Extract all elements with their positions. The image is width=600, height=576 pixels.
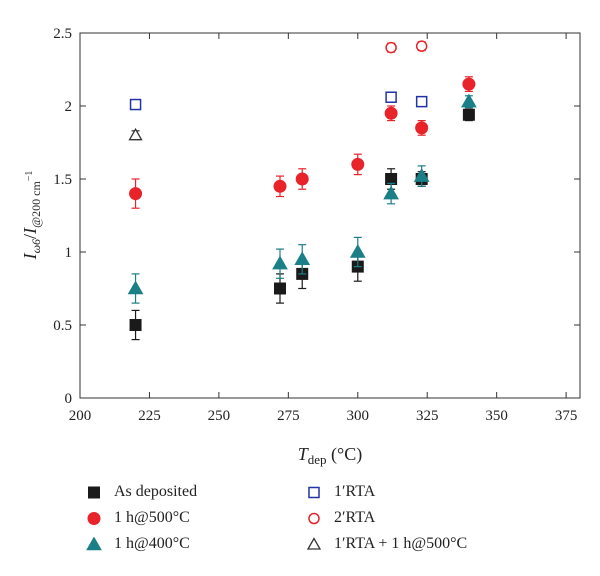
data-point (462, 77, 476, 91)
y-tick-label: 1.5 (53, 172, 72, 188)
legend-item: 1′RTA (304, 481, 375, 503)
plot-frame (79, 32, 581, 399)
x-axis-title: Tdep (°C) (298, 444, 363, 467)
series-0 (129, 108, 475, 341)
data-point (129, 98, 142, 111)
data-point (415, 121, 429, 135)
legend-label: 1 h@500°C (114, 509, 190, 526)
x-tick-label: 300 (347, 408, 370, 424)
legend-item: 2′RTA (304, 507, 375, 529)
legend-item: 1′RTA + 1 h@500°C (304, 533, 467, 555)
legend-label: 1 h@400°C (114, 535, 190, 552)
y-tick-label: 0 (65, 391, 73, 407)
legend-marker-shape (86, 537, 102, 551)
data-point (294, 251, 311, 266)
legend-item: 1 h@400°C (84, 533, 190, 555)
data-point (129, 319, 142, 331)
data-marks (127, 40, 477, 341)
data-point (415, 40, 428, 52)
data-point (273, 179, 287, 193)
x-tick-label: 275 (277, 408, 300, 424)
legend-label: 1′RTA (334, 483, 376, 500)
data-point (274, 282, 286, 295)
legend-marker-icon (84, 485, 104, 499)
legend-marker-shape (306, 537, 322, 550)
y-axis-ticks: 0 0.5 1 1.5 2 2.5 (53, 26, 580, 407)
data-point (129, 187, 143, 201)
x-tick-label: 225 (138, 408, 161, 424)
legend-label: 1′RTA + 1 h@500°C (334, 535, 468, 552)
series-4 (385, 40, 428, 54)
y-tick-label: 2 (65, 99, 73, 115)
legend-marker-icon (304, 511, 324, 525)
legend-marker-icon (304, 537, 324, 551)
y-axis-title: Iω6/I@200 cm−1 (20, 171, 43, 261)
data-point (462, 108, 475, 121)
y-tick-label: 0.5 (53, 318, 72, 334)
data-point (385, 41, 397, 54)
data-point (383, 185, 399, 200)
series-2 (127, 93, 477, 304)
y-axis-title-main-1: I (20, 252, 40, 260)
legend-item: 1 h@500°C (84, 507, 190, 529)
x-axis-ticks: 200 225 250 275 300 325 350 375 (69, 33, 578, 424)
x-axis-title-unit: (°C) (327, 444, 363, 465)
series-1 (129, 76, 476, 209)
x-tick-label: 350 (485, 408, 508, 424)
x-tick-label: 250 (208, 408, 231, 424)
series-3 (129, 91, 428, 111)
y-axis-title-main-2: I (20, 227, 40, 235)
y-axis-title-sub-2: @200 cm (29, 181, 43, 228)
legend-marker-shape (308, 512, 320, 525)
data-point (351, 157, 365, 171)
data-point (128, 127, 143, 141)
x-tick-label: 375 (555, 408, 578, 424)
y-tick-label: 1 (65, 245, 73, 261)
x-axis-title-subscript: dep (308, 452, 327, 467)
data-point (461, 93, 477, 108)
legend-item: As deposited (84, 481, 197, 503)
x-tick-label: 325 (416, 408, 439, 424)
legend-marker-icon (304, 485, 324, 499)
y-tick-label: 2.5 (53, 26, 72, 42)
legend-marker-shape (88, 486, 100, 499)
scatter-chart: 200 225 250 275 300 325 350 375 0 0.5 1 1.5 2 2.5 Td… (20, 26, 581, 467)
y-axis-title-separator: / (20, 234, 40, 239)
data-point (415, 95, 428, 108)
x-tick-label: 200 (69, 408, 92, 424)
data-point (127, 280, 144, 295)
data-point (413, 168, 430, 182)
data-point (349, 243, 366, 258)
x-axis-title-main: T (298, 444, 310, 464)
series-5 (128, 127, 143, 141)
data-point (385, 91, 397, 103)
legend-marker-icon (84, 511, 104, 525)
y-axis-title-sup-2: −1 (24, 171, 35, 182)
legend-marker-shape (87, 512, 101, 525)
legend-marker-icon (84, 537, 104, 551)
y-axis-title-sub-1: ω6 (29, 239, 43, 253)
data-point (384, 106, 398, 120)
legend-label: As deposited (114, 483, 198, 500)
data-point (295, 172, 309, 186)
data-point (272, 255, 288, 270)
legend-label: 2′RTA (334, 509, 376, 526)
legend-marker-shape (308, 486, 320, 499)
plot-axes (79, 32, 581, 399)
